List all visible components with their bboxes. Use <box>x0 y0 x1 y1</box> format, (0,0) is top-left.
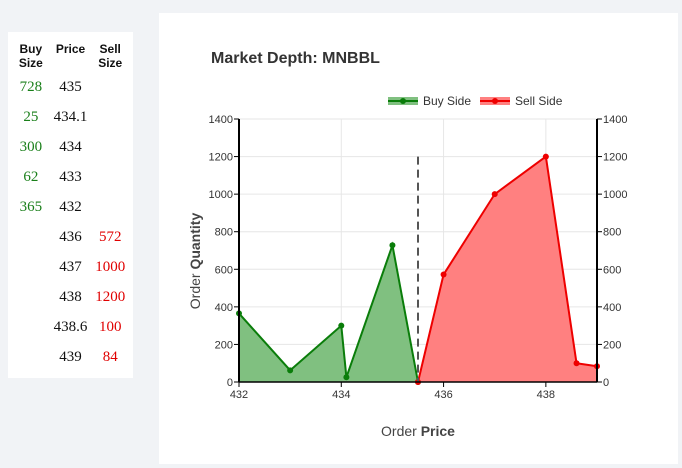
sell-side-line <box>417 154 598 383</box>
y-tick-label-left: 1000 <box>209 189 233 201</box>
x-axis-title-bold: Price <box>421 423 455 439</box>
y-tick-label-right: 800 <box>603 227 621 239</box>
sell-size-cell <box>87 132 133 162</box>
y-tick-label-left: 400 <box>215 302 233 314</box>
sell-size-cell: 84 <box>102 348 118 365</box>
y-tick-label-right: 400 <box>603 302 621 314</box>
y-tick-label-left: 1200 <box>209 152 233 164</box>
y-tick-label-right: 1400 <box>603 114 627 126</box>
price-cell: 433 <box>59 168 82 185</box>
buy-side-point <box>287 367 294 374</box>
sell-size-cell <box>87 102 133 132</box>
chart-ticks: 0 0 200 200 400 400 600 600 800 800 1000 1000 1200 12… <box>209 114 628 401</box>
price-cell: 438 <box>59 288 82 305</box>
sell-side-point <box>440 271 447 278</box>
y-tick-label-right: 0 <box>603 377 609 389</box>
chart-title: Market Depth: MNBBL <box>211 50 380 67</box>
buy-side-area <box>239 245 418 382</box>
buy-size-cell <box>8 312 54 342</box>
sell-side-point <box>542 153 549 160</box>
depth-areas <box>236 153 600 385</box>
buy-size-cell: 62 <box>23 168 39 185</box>
sell-size-cell: 1000 <box>95 258 126 275</box>
price-cell: 435 <box>59 78 82 95</box>
price-header: Price <box>55 42 86 56</box>
sell-size-cell: 572 <box>98 228 122 245</box>
sell-size-header: Sell Size <box>98 42 123 70</box>
sell-side-point <box>573 360 580 367</box>
sell-size-cell <box>87 192 133 222</box>
order-book-row: 728 435 <box>8 72 133 102</box>
y-axis-title: Order Quantity <box>187 213 203 310</box>
x-axis-title-prefix: Order <box>381 423 417 439</box>
x-tick-label: 432 <box>230 389 248 401</box>
order-book-row: 438.6 100 <box>8 312 133 342</box>
y-tick-label-left: 0 <box>227 377 233 389</box>
sell-size-cell <box>87 162 133 192</box>
price-cell: 434.1 <box>53 108 88 125</box>
order-book-row: 300 434 <box>8 132 133 162</box>
sell-size-cell: 1200 <box>95 288 126 305</box>
y-tick-label-left: 800 <box>215 227 233 239</box>
price-cell: 437 <box>59 258 82 275</box>
y-tick-label-right: 200 <box>603 339 621 351</box>
buy-size-cell: 25 <box>23 108 39 125</box>
order-book-row: 439 84 <box>8 342 133 372</box>
x-tick-label: 438 <box>537 389 555 401</box>
sell-legend-marker <box>492 98 498 104</box>
y-tick-label-right: 600 <box>603 264 621 276</box>
x-tick-label: 434 <box>332 389 350 401</box>
chart-legend[interactable]: Buy Side Sell Side <box>388 94 563 108</box>
y-axis-title-bold: Quantity <box>187 213 203 270</box>
y-tick-label-left: 200 <box>215 339 233 351</box>
sell-size-cell: 100 <box>98 318 122 335</box>
order-book-row: 436 572 <box>8 222 133 252</box>
price-cell: 438.6 <box>53 318 88 335</box>
price-cell: 434 <box>59 138 82 155</box>
buy-size-cell: 365 <box>19 198 43 215</box>
buy-side-line <box>238 241 419 383</box>
price-cell: 432 <box>59 198 82 215</box>
order-book-header-row: Buy Size Price Sell Size <box>8 32 133 72</box>
buy-size-cell: 728 <box>19 78 43 95</box>
buy-legend-label: Buy Side <box>423 94 471 108</box>
y-tick-label-right: 1200 <box>603 152 627 164</box>
sell-legend-label: Sell Side <box>515 94 563 108</box>
buy-size-header: Buy Size <box>18 42 43 70</box>
chart-axes <box>238 119 598 383</box>
price-cell: 439 <box>59 348 82 365</box>
buy-size-cell <box>8 252 54 282</box>
sell-size-cell <box>87 72 133 102</box>
x-tick-label: 436 <box>434 389 452 401</box>
buy-side-point <box>389 242 396 249</box>
order-book-row: 365 432 <box>8 192 133 222</box>
y-axis-title-prefix: Order <box>187 273 203 309</box>
order-book-row: 25 434.1 <box>8 102 133 132</box>
buy-size-cell <box>8 342 54 372</box>
order-book-row: 438 1200 <box>8 282 133 312</box>
x-axis-title: Order Price <box>381 423 455 439</box>
order-book-row: 62 433 <box>8 162 133 192</box>
buy-size-cell: 300 <box>19 138 43 155</box>
buy-side-point <box>338 322 345 329</box>
y-tick-label-right: 1000 <box>603 189 627 201</box>
order-book-panel: Buy Size Price Sell Size 728 435 25 434.… <box>8 32 133 378</box>
buy-size-cell <box>8 282 54 312</box>
sell-side-point <box>491 191 498 198</box>
y-tick-label-left: 600 <box>215 264 233 276</box>
y-tick-label-left: 1400 <box>209 114 233 126</box>
buy-legend-marker <box>400 98 406 104</box>
price-cell: 436 <box>59 228 82 245</box>
buy-side-point <box>343 374 350 381</box>
order-book-table: Buy Size Price Sell Size 728 435 25 434.… <box>8 32 133 372</box>
sell-side-area <box>418 156 597 382</box>
buy-size-cell <box>8 222 54 252</box>
order-book-row: 437 1000 <box>8 252 133 282</box>
